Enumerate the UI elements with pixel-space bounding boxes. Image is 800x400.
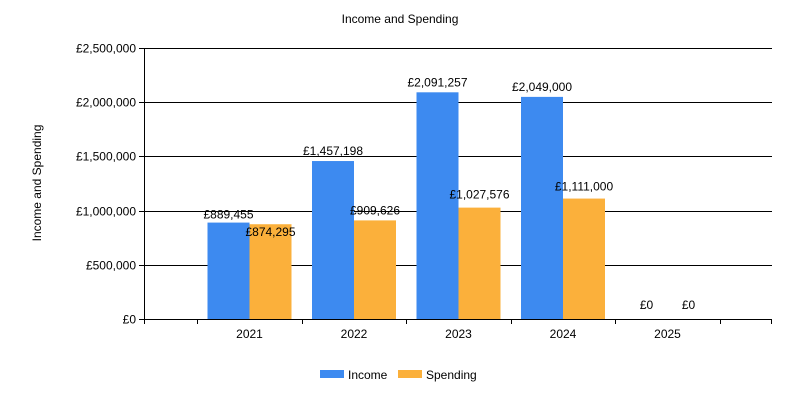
bar-spending-2021 [249,224,292,319]
bar-spending-2024 [563,198,605,319]
data-label: £1,027,576 [449,188,509,202]
legend-label-spending: Spending [426,368,477,382]
bar-spending-2023 [458,207,501,319]
x-tick-label: 2025 [654,327,681,341]
y-tick-label: £0 [123,313,137,327]
data-label: £909,626 [350,203,400,217]
data-label: £2,049,000 [512,80,572,94]
axes: £0 £500,000 £1,000,000 £1,500,000 £2,000,000… [76,42,772,341]
data-labels: £889,455 £1,457,198 £2,091,257 £2,049,000 £0… [203,75,695,312]
bars [207,92,605,319]
data-label: £0 [682,298,696,312]
data-label: £1,111,000 [555,180,614,194]
y-tick-label: £2,000,000 [76,96,136,110]
y-tick-label: £1,000,000 [76,205,136,219]
bar-spending-2022 [354,220,396,319]
data-label: £2,091,257 [407,75,467,89]
y-tick-label: £2,500,000 [76,42,136,56]
x-tick-label: 2022 [341,327,368,341]
y-axis-title: Income and Spending [30,125,44,242]
bar-income-2023 [416,92,459,319]
chart-title: Income and Spending [342,12,459,26]
x-tick-label: 2024 [550,327,577,341]
legend: Income Spending [320,368,477,382]
legend-label-income: Income [348,368,388,382]
x-tick-label: 2023 [445,327,472,341]
bar-income-2022 [312,161,354,319]
y-tick-label: £1,500,000 [76,150,136,164]
data-label: £889,455 [203,208,253,222]
legend-swatch-income [320,370,344,378]
x-tick-label: 2021 [236,327,263,341]
data-label: £874,295 [245,225,295,239]
y-tick-label: £500,000 [86,259,136,273]
bar-income-2024 [521,96,563,319]
legend-swatch-spending [398,370,422,378]
data-label: £0 [640,298,654,312]
bar-income-2021 [207,222,250,319]
data-label: £1,457,198 [303,144,363,158]
